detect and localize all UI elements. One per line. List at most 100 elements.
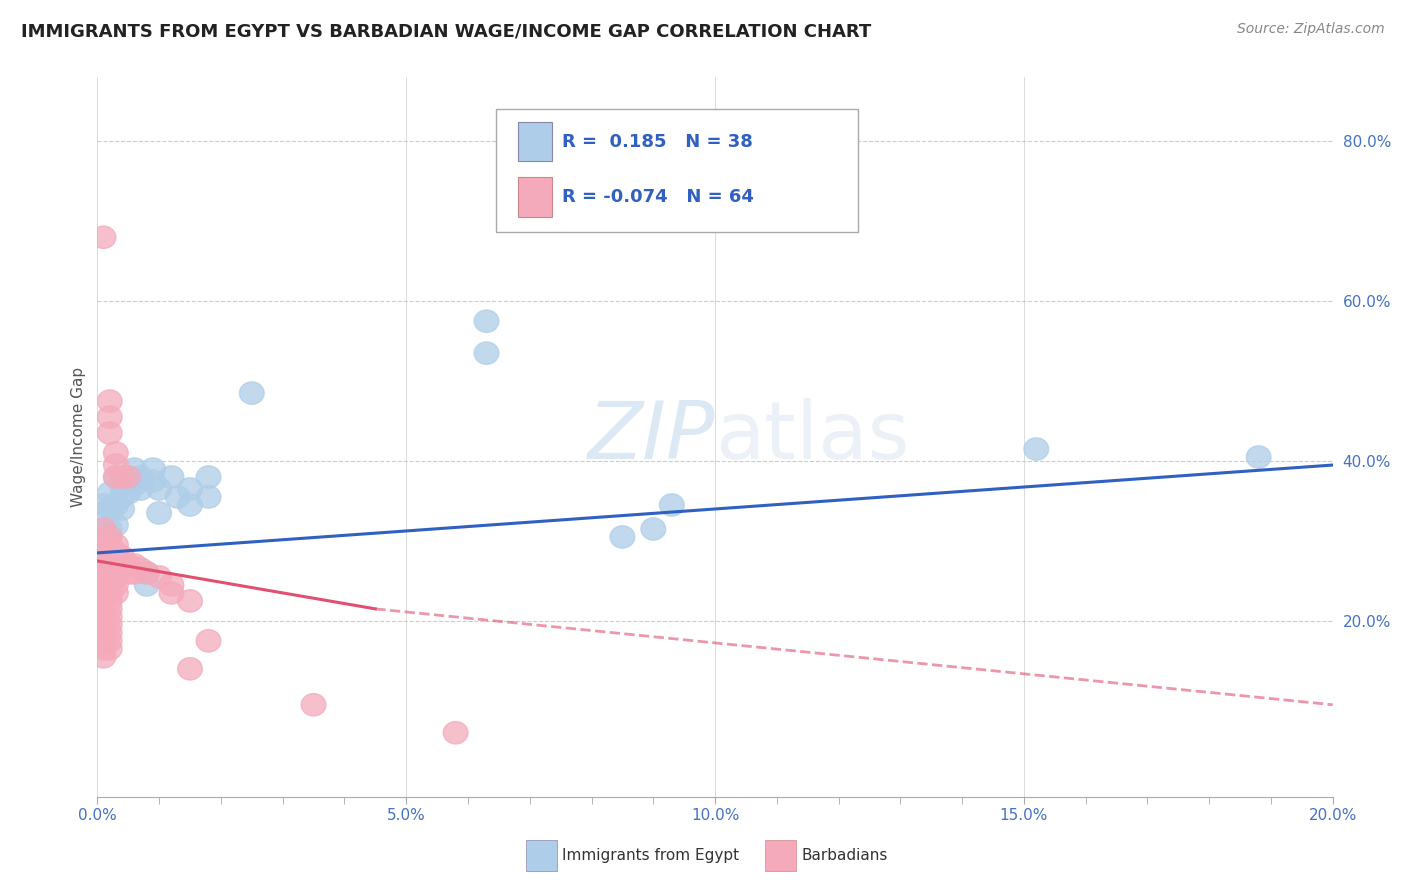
Ellipse shape bbox=[443, 722, 468, 744]
Ellipse shape bbox=[122, 458, 146, 480]
Ellipse shape bbox=[122, 554, 146, 576]
Ellipse shape bbox=[97, 422, 122, 444]
Ellipse shape bbox=[146, 502, 172, 524]
Text: IMMIGRANTS FROM EGYPT VS BARBADIAN WAGE/INCOME GAP CORRELATION CHART: IMMIGRANTS FROM EGYPT VS BARBADIAN WAGE/… bbox=[21, 22, 872, 40]
Ellipse shape bbox=[104, 494, 128, 516]
Ellipse shape bbox=[91, 538, 115, 560]
Ellipse shape bbox=[91, 622, 115, 644]
Ellipse shape bbox=[610, 525, 634, 549]
Ellipse shape bbox=[197, 486, 221, 508]
Ellipse shape bbox=[104, 574, 128, 596]
Ellipse shape bbox=[91, 558, 115, 580]
Ellipse shape bbox=[641, 517, 665, 541]
Ellipse shape bbox=[177, 478, 202, 500]
Ellipse shape bbox=[110, 554, 135, 576]
Ellipse shape bbox=[1246, 446, 1271, 468]
Ellipse shape bbox=[474, 342, 499, 364]
Ellipse shape bbox=[97, 566, 122, 588]
Ellipse shape bbox=[1024, 438, 1049, 460]
Ellipse shape bbox=[115, 554, 141, 576]
Ellipse shape bbox=[91, 546, 115, 568]
Ellipse shape bbox=[97, 574, 122, 596]
Ellipse shape bbox=[197, 466, 221, 488]
Ellipse shape bbox=[135, 562, 159, 584]
Ellipse shape bbox=[97, 606, 122, 628]
Ellipse shape bbox=[159, 466, 184, 488]
Ellipse shape bbox=[141, 458, 166, 480]
Ellipse shape bbox=[104, 514, 128, 536]
Ellipse shape bbox=[104, 541, 128, 564]
Ellipse shape bbox=[122, 562, 146, 584]
Ellipse shape bbox=[97, 541, 122, 564]
Ellipse shape bbox=[104, 454, 128, 476]
Ellipse shape bbox=[110, 546, 135, 568]
Ellipse shape bbox=[104, 558, 128, 580]
Ellipse shape bbox=[104, 582, 128, 604]
Ellipse shape bbox=[97, 525, 122, 549]
Ellipse shape bbox=[104, 442, 128, 464]
Ellipse shape bbox=[91, 590, 115, 612]
Ellipse shape bbox=[91, 630, 115, 652]
Ellipse shape bbox=[141, 470, 166, 492]
Ellipse shape bbox=[110, 466, 135, 488]
Ellipse shape bbox=[97, 590, 122, 612]
Ellipse shape bbox=[97, 390, 122, 412]
Ellipse shape bbox=[104, 549, 128, 572]
Ellipse shape bbox=[177, 494, 202, 516]
Ellipse shape bbox=[115, 562, 141, 584]
Ellipse shape bbox=[91, 226, 115, 249]
Ellipse shape bbox=[301, 694, 326, 716]
Ellipse shape bbox=[97, 598, 122, 620]
Ellipse shape bbox=[159, 582, 184, 604]
Ellipse shape bbox=[166, 486, 190, 508]
Ellipse shape bbox=[135, 574, 159, 596]
Text: ZIP: ZIP bbox=[588, 398, 716, 476]
Ellipse shape bbox=[159, 574, 184, 596]
Ellipse shape bbox=[97, 517, 122, 541]
Text: R = -0.074   N = 64: R = -0.074 N = 64 bbox=[562, 188, 754, 206]
Ellipse shape bbox=[97, 482, 122, 504]
Ellipse shape bbox=[115, 482, 141, 504]
Text: R =  0.185   N = 38: R = 0.185 N = 38 bbox=[562, 133, 752, 151]
Ellipse shape bbox=[146, 478, 172, 500]
Ellipse shape bbox=[110, 486, 135, 508]
Text: Source: ZipAtlas.com: Source: ZipAtlas.com bbox=[1237, 22, 1385, 37]
Ellipse shape bbox=[91, 517, 115, 541]
Text: Immigrants from Egypt: Immigrants from Egypt bbox=[562, 848, 740, 863]
Ellipse shape bbox=[104, 466, 128, 488]
Y-axis label: Wage/Income Gap: Wage/Income Gap bbox=[72, 367, 86, 508]
Ellipse shape bbox=[104, 566, 128, 588]
Ellipse shape bbox=[97, 638, 122, 660]
Ellipse shape bbox=[91, 646, 115, 668]
Ellipse shape bbox=[97, 406, 122, 428]
Ellipse shape bbox=[110, 474, 135, 496]
Ellipse shape bbox=[91, 606, 115, 628]
Text: Barbadians: Barbadians bbox=[801, 848, 887, 863]
Text: atlas: atlas bbox=[716, 398, 910, 476]
Ellipse shape bbox=[110, 498, 135, 520]
Ellipse shape bbox=[97, 614, 122, 636]
Ellipse shape bbox=[104, 466, 128, 488]
Ellipse shape bbox=[115, 466, 141, 488]
Ellipse shape bbox=[128, 558, 153, 580]
Ellipse shape bbox=[91, 582, 115, 604]
Ellipse shape bbox=[91, 566, 115, 588]
Ellipse shape bbox=[91, 530, 115, 552]
Ellipse shape bbox=[97, 533, 122, 556]
Ellipse shape bbox=[97, 549, 122, 572]
Ellipse shape bbox=[128, 478, 153, 500]
Ellipse shape bbox=[177, 657, 202, 680]
Ellipse shape bbox=[97, 558, 122, 580]
Ellipse shape bbox=[239, 382, 264, 404]
Ellipse shape bbox=[91, 517, 115, 541]
Ellipse shape bbox=[91, 638, 115, 660]
Ellipse shape bbox=[91, 574, 115, 596]
Ellipse shape bbox=[91, 502, 115, 524]
Ellipse shape bbox=[97, 630, 122, 652]
Ellipse shape bbox=[104, 533, 128, 556]
Ellipse shape bbox=[91, 614, 115, 636]
Ellipse shape bbox=[135, 562, 159, 584]
Ellipse shape bbox=[115, 466, 141, 488]
Ellipse shape bbox=[91, 494, 115, 516]
Ellipse shape bbox=[474, 310, 499, 333]
